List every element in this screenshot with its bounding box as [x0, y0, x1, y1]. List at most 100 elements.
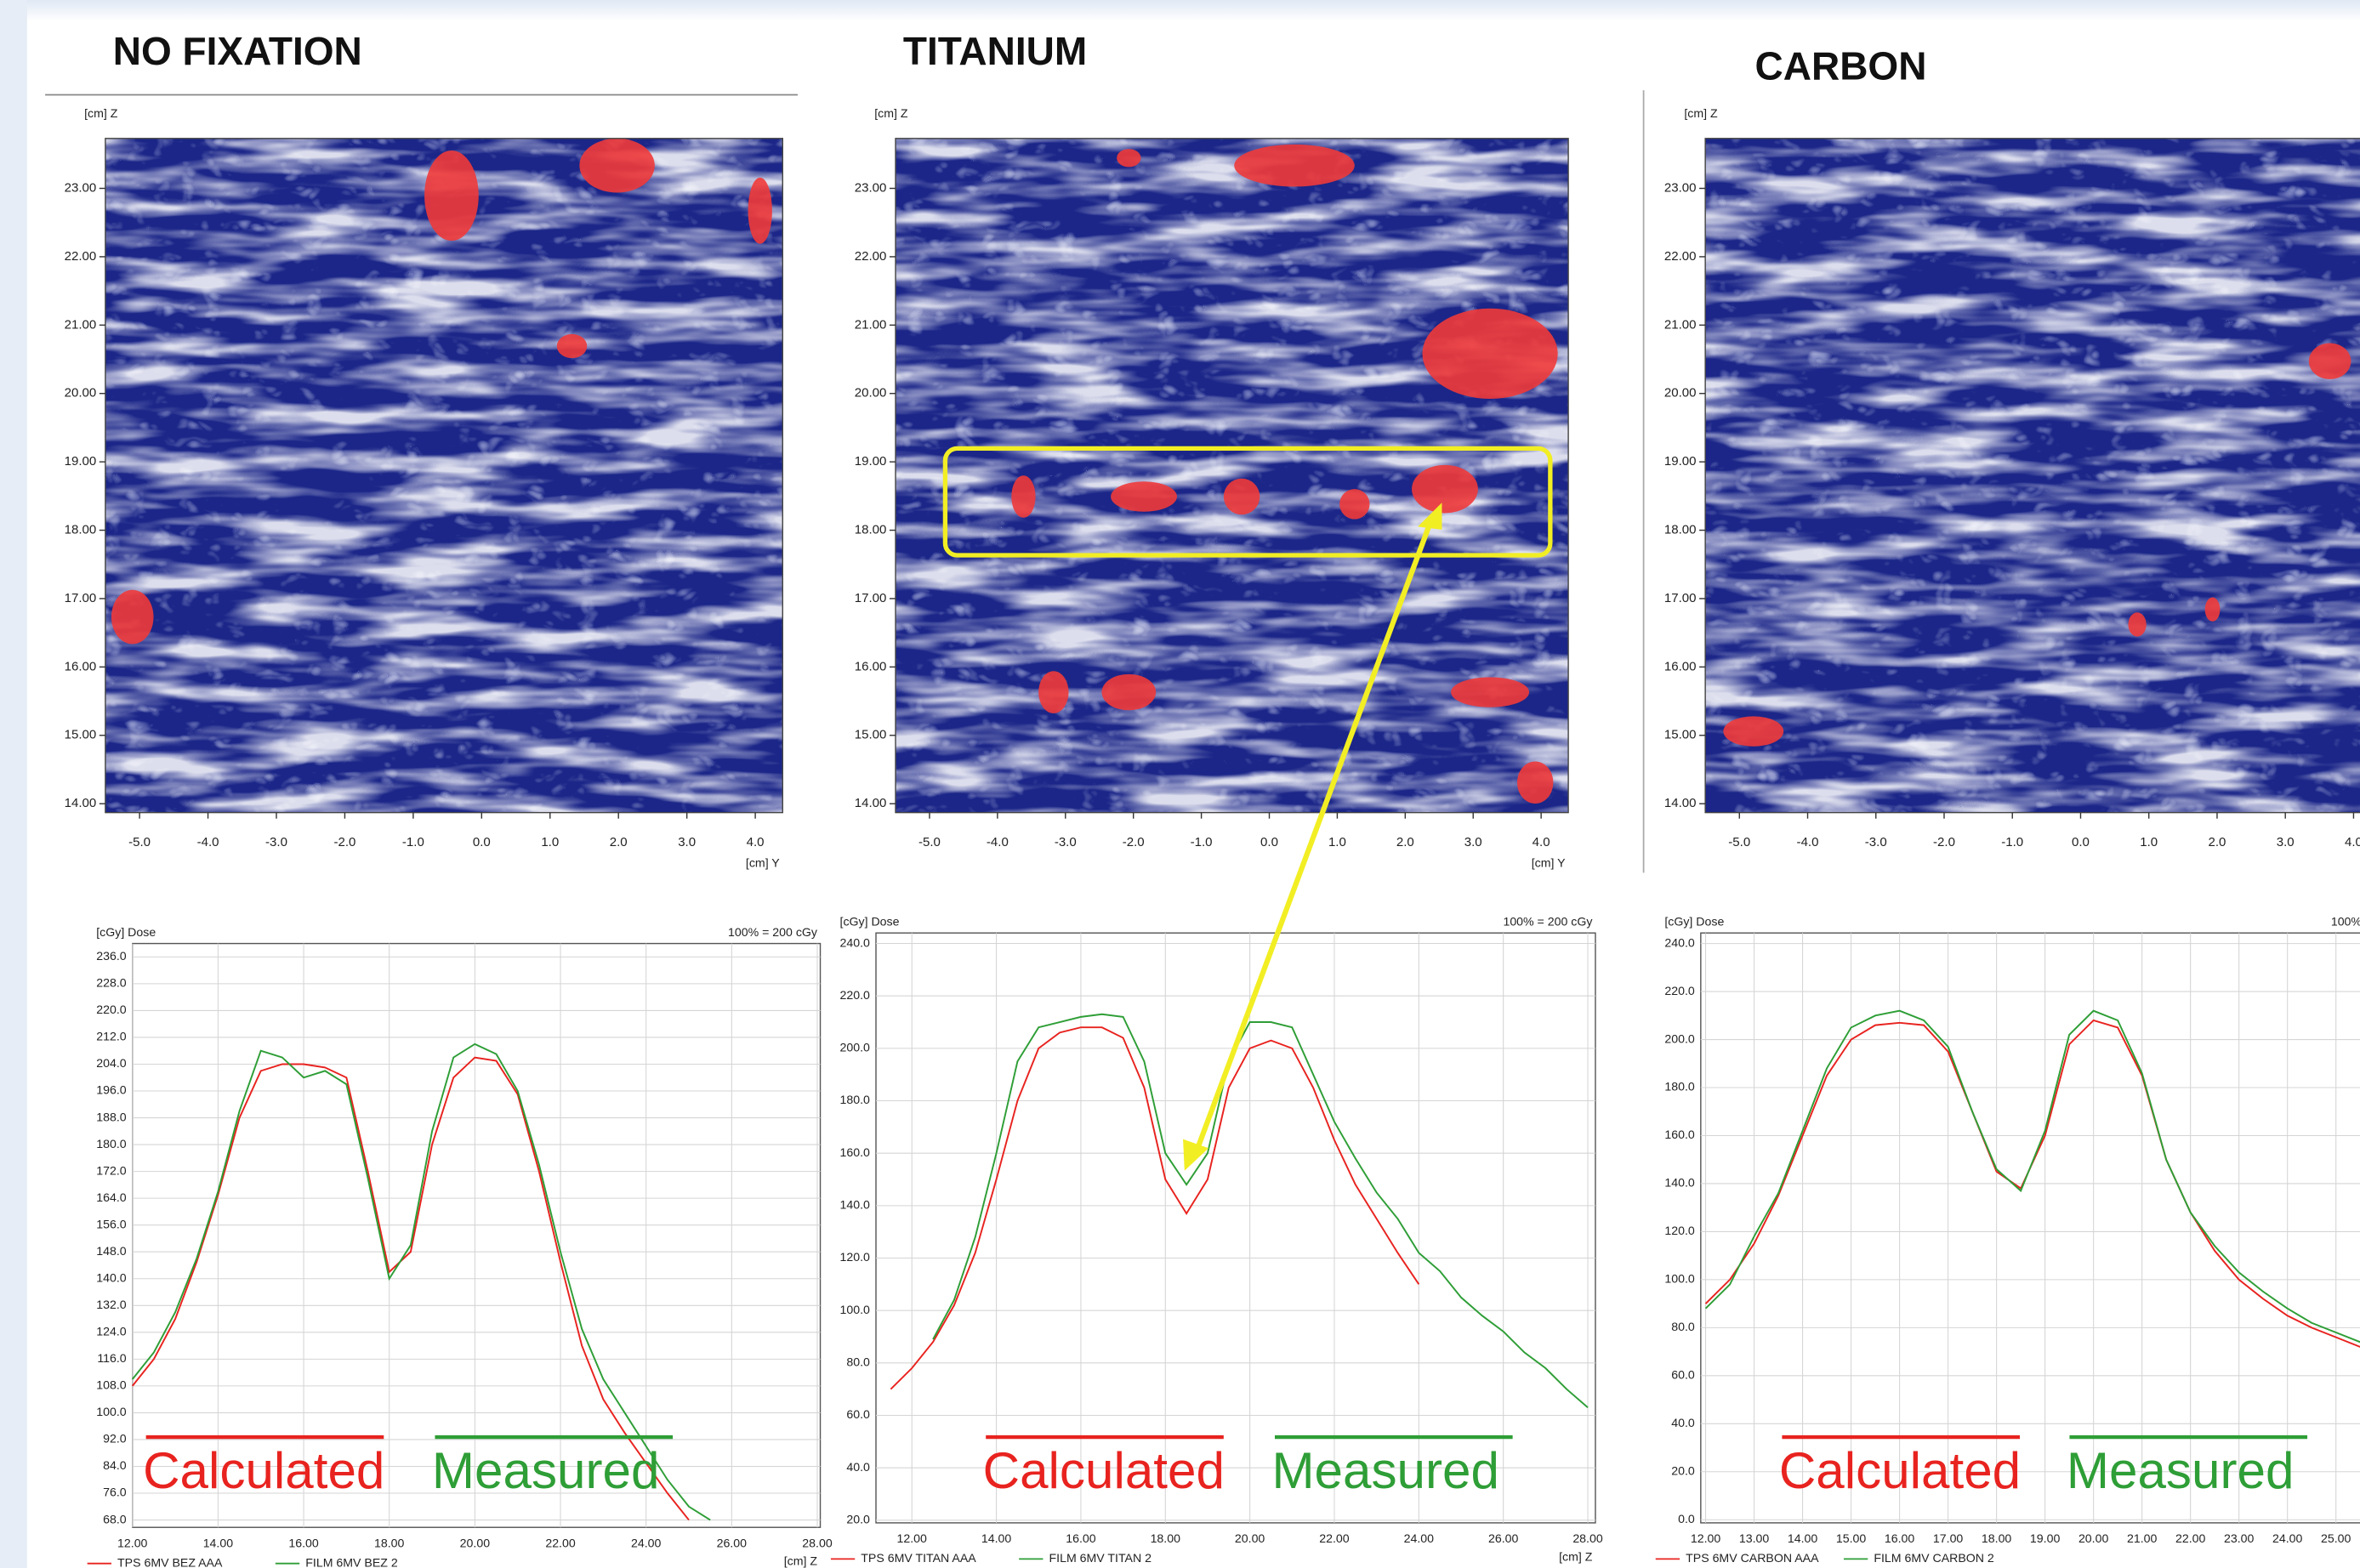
hotspot [2308, 343, 2351, 379]
y-tick-label: 196.0 [96, 1083, 127, 1097]
y-tick-label: 236.0 [96, 949, 127, 963]
x-tick-label: -2.0 [1123, 835, 1145, 849]
x-tick-label: 22.00 [545, 1536, 576, 1549]
map-title: CARBON [1755, 44, 1927, 88]
x-tick-label: 0.0 [1260, 835, 1278, 849]
y-tick-label: 220.0 [840, 988, 871, 1002]
x-tick-label: 26.00 [1488, 1531, 1519, 1545]
hotspot [1723, 716, 1784, 747]
x-tick-label: 14.00 [1788, 1531, 1818, 1545]
y-tick-label: 21.00 [1664, 317, 1697, 332]
hotspot [1234, 144, 1355, 187]
hotspot [1117, 149, 1141, 168]
x-tick-label: -5.0 [1728, 835, 1750, 849]
hotspot [1223, 478, 1260, 515]
dose-note: 100% = 200 cGy [2331, 915, 2360, 929]
series-line [890, 1026, 1420, 1390]
y-tick-label: 148.0 [96, 1244, 127, 1258]
x-tick-label: 3.0 [1464, 835, 1482, 849]
y-tick-label: 18.00 [1664, 523, 1697, 537]
x-tick-label: 4.0 [1533, 835, 1550, 849]
x-tick-label: 24.00 [2272, 1531, 2303, 1545]
y-tick-label: 18.00 [855, 523, 887, 537]
y-tick-label: 17.00 [855, 591, 887, 605]
plot-area [875, 932, 1596, 1524]
series-line [932, 1013, 1589, 1408]
hotspot [2204, 597, 2221, 622]
y-tick-label: 22.00 [65, 249, 97, 264]
y-tick-label: 180.0 [96, 1137, 127, 1150]
x-tick-label: 2.0 [1396, 835, 1414, 849]
annotation: Measured [2067, 1442, 2295, 1499]
y-tick-label: 19.00 [65, 454, 97, 469]
x-tick-label: 2.0 [610, 835, 628, 849]
hotspot [2128, 612, 2147, 637]
x-tick-label: -5.0 [918, 835, 941, 849]
y-tick-label: 80.0 [1671, 1320, 1695, 1333]
y-tick-label: 23.00 [1664, 180, 1697, 195]
x-tick-label: 18.00 [1982, 1531, 2012, 1545]
legend-label: FILM 6MV BEZ 2 [305, 1555, 398, 1568]
x-tick-label: 24.00 [1404, 1531, 1435, 1545]
y-tick-label: 172.0 [96, 1163, 127, 1177]
y-tick-label: 40.0 [1671, 1416, 1695, 1429]
annotation: Measured [432, 1442, 660, 1499]
x-tick-label: 12.00 [897, 1531, 928, 1545]
y-tick-label: 16.00 [1664, 659, 1697, 673]
x-axis-label: [cm] Z [1559, 1549, 1593, 1563]
x-tick-label: 22.00 [2175, 1531, 2206, 1545]
x-tick-label: 4.0 [747, 835, 765, 849]
x-tick-label: 3.0 [678, 835, 696, 849]
y-tick-label: 16.00 [855, 659, 887, 673]
annotation: Calculated [1779, 1442, 2021, 1499]
map-frame [1704, 138, 2360, 814]
x-tick-label: 16.00 [288, 1536, 319, 1549]
map-title: NO FIXATION [113, 29, 362, 73]
x-tick-label: 14.00 [981, 1531, 1012, 1545]
y-tick-label: 124.0 [96, 1325, 127, 1338]
y-tick-label: 140.0 [840, 1198, 871, 1212]
hotspot [556, 333, 588, 359]
hotspot [748, 177, 772, 244]
y-tick-label: 0.0 [1678, 1512, 1695, 1525]
legend-label: FILM 6MV TITAN 2 [1049, 1551, 1152, 1565]
x-tick-label: 19.00 [2030, 1531, 2061, 1545]
plot-area [132, 942, 822, 1528]
x-tick-label: 16.00 [1885, 1531, 1915, 1545]
x-tick-label: -3.0 [265, 835, 287, 849]
y-tick-label: 180.0 [1664, 1080, 1695, 1094]
x-tick-label: -2.0 [1933, 835, 1955, 849]
highlight-box [942, 446, 1553, 558]
y-tick-label: 76.0 [103, 1486, 127, 1499]
plot-area [1700, 932, 2360, 1524]
y-tick-label: 21.00 [65, 317, 97, 332]
y-tick-label: 156.0 [96, 1217, 127, 1230]
x-tick-label: -1.0 [1191, 835, 1213, 849]
hotspot [1412, 464, 1478, 514]
hotspot [1451, 677, 1530, 707]
left-band [0, 0, 27, 1568]
x-axis-label: [cm] Y [1532, 856, 1566, 870]
legend-label: TPS 6MV BEZ AAA [117, 1555, 223, 1568]
annotation: Measured [1271, 1442, 1499, 1499]
x-axis-label: [cm] Y [746, 856, 780, 870]
annotation: Calculated [983, 1442, 1225, 1499]
y-tick-label: 20.0 [846, 1513, 870, 1526]
y-tick-label: 20.00 [855, 386, 887, 401]
x-tick-label: 3.0 [2277, 835, 2295, 849]
y-tick-label: 108.0 [96, 1378, 127, 1392]
y-tick-label: 23.00 [65, 180, 97, 195]
y-tick-label: 19.00 [855, 454, 887, 469]
y-tick-label: 204.0 [96, 1056, 127, 1070]
x-tick-label: -4.0 [987, 835, 1009, 849]
series-line [1704, 1009, 2360, 1344]
x-tick-label: -3.0 [1055, 835, 1077, 849]
y-axis-label: [cm] Z [874, 106, 908, 120]
x-tick-label: -4.0 [197, 835, 219, 849]
panels: NO FIXATION [cm] Z [cm] Y 14.00 15.00 16.00 17… [65, 29, 2360, 1568]
y-tick-label: 188.0 [96, 1110, 127, 1123]
hotspot [1422, 308, 1558, 399]
x-tick-label: 0.0 [2072, 835, 2090, 849]
hotspot [1101, 673, 1157, 711]
